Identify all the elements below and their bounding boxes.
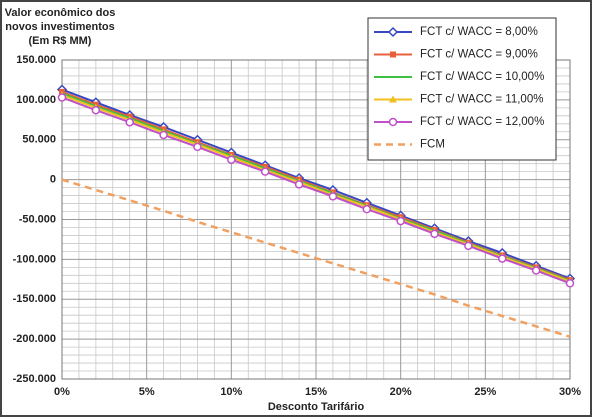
legend-label: FCT c/ WACC = 10,00% [420,71,544,83]
y-tick-label: 150.000 [16,54,56,66]
legend-label: FCT c/ WACC = 12,00% [420,116,544,128]
marker [260,167,270,176]
marker [396,216,405,226]
legend-label: FCM [420,139,445,151]
chart-title: novos investimentos [5,21,114,33]
y-tick-label: -250.000 [13,373,56,385]
x-tick-label: 20% [390,386,412,398]
y-tick-label: -200.000 [13,333,56,345]
y-tick-label: -150.000 [13,293,56,305]
marker [193,142,202,152]
marker [430,229,439,239]
y-tick-label: -50.000 [19,213,56,225]
chart-title: Valor econômico dos [5,7,116,19]
marker [464,241,473,251]
y-tick-label: 0 [50,174,56,186]
y-tick-label: 50.000 [22,134,56,146]
x-tick-label: 15% [305,386,327,398]
legend-box [367,17,557,161]
marker [125,117,134,127]
marker [389,95,397,103]
plot-area [61,59,571,380]
marker [57,93,67,102]
legend-label: FCT c/ WACC = 9,00% [420,49,538,61]
marker [390,51,396,58]
marker [91,105,101,115]
marker [498,254,507,263]
marker [362,204,372,214]
marker [565,279,575,288]
y-tick-label: 100.000 [16,94,56,106]
marker [294,180,304,189]
x-tick-label: 10% [220,386,242,398]
legend-label: FCT c/ WACC = 8,00% [420,26,538,38]
series-line [61,178,571,338]
marker [387,26,399,38]
marker [531,266,541,275]
x-tick-label: 30% [559,386,581,398]
marker [388,117,398,127]
marker [159,130,168,140]
series-line [61,94,571,283]
series-line [61,88,571,280]
legend: FCT c/ WACC = 8,00% FCT c/ WACC = 9,00% FC… [367,17,557,161]
x-tick-label: 25% [474,386,496,398]
series-line [61,96,571,285]
x-tick-label: 0% [54,386,70,398]
chart-title: (Em R$ MM) [29,35,92,47]
x-axis-label: Desconto Tarifário [268,401,365,413]
x-tick-label: 5% [139,386,155,398]
legend-label: FCT c/ WACC = 11,00% [420,94,543,106]
marker [328,192,338,201]
y-tick-label: -100.000 [13,253,56,265]
marker [227,155,236,164]
